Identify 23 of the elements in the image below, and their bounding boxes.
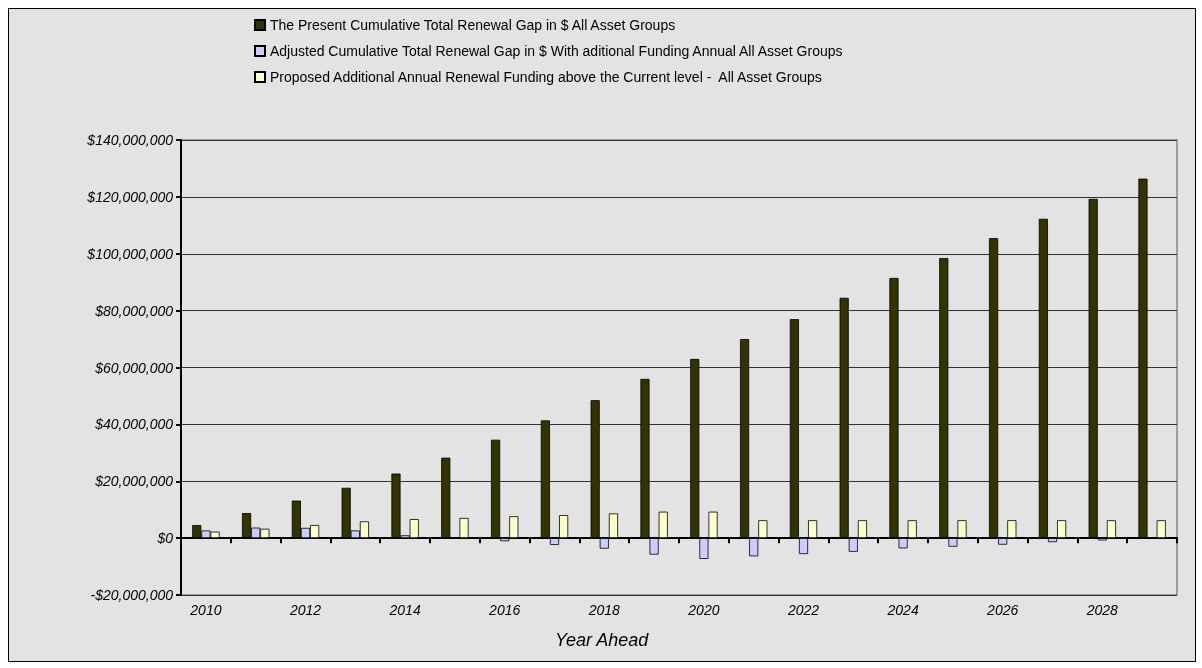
x-tick-label: 2016 <box>488 602 521 618</box>
x-tick-label: 2028 <box>1085 602 1119 618</box>
y-tick-label: $100,000,000 <box>86 245 174 262</box>
y-tick-label: $120,000,000 <box>86 188 174 205</box>
legend-label: The Present Cumulative Total Renewal Gap in $ All Asset Groups <box>270 17 676 33</box>
x-tick-label: 2010 <box>189 602 222 618</box>
x-tick-label: 2024 <box>886 602 919 618</box>
y-tick-label: $140,000,000 <box>86 132 174 148</box>
x-tick-label: 2018 <box>587 602 621 618</box>
x-axis-title: Year Ahead <box>554 630 650 650</box>
x-tick-label: 2014 <box>388 602 421 618</box>
legend-label: Proposed Additional Annual Renewal Funding above the Current level - All Asset Groups <box>270 69 822 85</box>
y-tick-label: -$20,000,000 <box>90 587 174 603</box>
y-tick-label: $20,000,000 <box>94 473 174 490</box>
y-tick-label: $80,000,000 <box>94 302 174 319</box>
y-tick-label: $0 <box>156 530 174 547</box>
y-tick-label: $40,000,000 <box>94 416 174 433</box>
x-tick-label: 2020 <box>687 602 720 618</box>
x-tick-label: 2022 <box>786 602 820 618</box>
y-tick-label: $60,000,000 <box>94 359 174 376</box>
x-tick-label: 2012 <box>288 602 322 618</box>
x-tick-label: 2026 <box>986 602 1019 618</box>
legend-label: Adjusted Cumulative Total Renewal Gap in $ With aditional Funding Annual All Asset Groups <box>270 43 843 59</box>
